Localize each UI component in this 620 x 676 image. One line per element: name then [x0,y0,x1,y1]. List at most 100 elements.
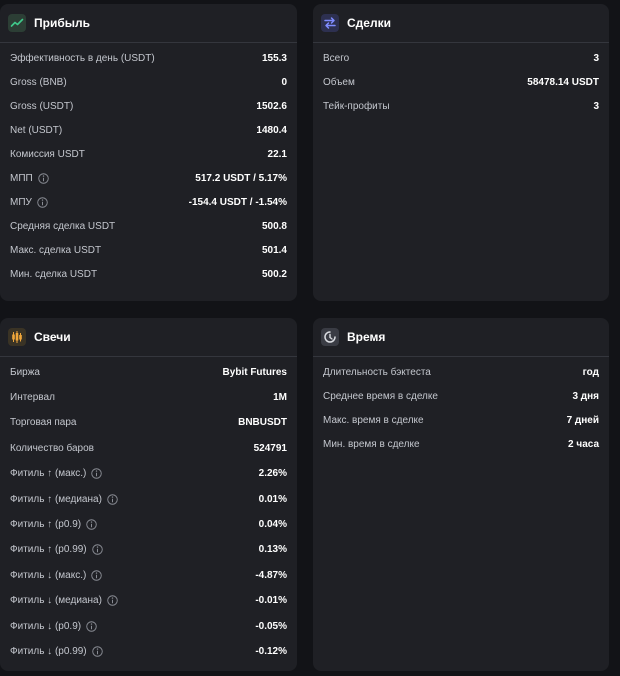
candles-stat-row: Биржа Bybit Futures [10,364,287,380]
stat-label: Фитиль ↑ (медиана) [10,494,118,505]
time-card-title: Время [347,330,386,344]
stat-label: Макс. сделка USDT [10,245,101,256]
candles-stat-row: Торговая пара BNBUSDT [10,415,287,431]
stat-label-text: Длительность бэктеста [323,366,431,378]
stat-label-text: Комиссия USDT [10,148,85,160]
stat-value: 2 часа [568,438,599,450]
deals-card-title: Сделки [347,16,391,30]
stat-label-text: Gross (BNB) [10,76,67,88]
profit-card-header: Прибыль [0,4,297,43]
stat-value: -4.87% [255,569,287,581]
stat-label-text: Тейк-профиты [323,100,390,112]
stat-label: Мин. время в сделке [323,439,420,450]
info-icon[interactable] [37,172,49,184]
stat-label: Среднее время в сделке [323,391,438,402]
profit-stat-row: Макс. сделка USDT 501.4 [10,242,287,258]
profit-stat-row: Gross (USDT) 1502.6 [10,98,287,114]
stat-label-text: Всего [323,52,350,64]
stat-label: Тейк-профиты [323,101,390,112]
profit-card: Прибыль Эффективность в день (USDT) 155.3… [0,4,297,301]
stat-label-text: Фитиль ↓ (p0.9) [10,620,82,632]
stat-value: -0.05% [255,620,287,632]
stat-label: Комиссия USDT [10,149,85,160]
stat-label: Всего [323,53,349,64]
stat-label: Биржа [10,367,40,378]
stat-label-text: Фитиль ↓ (медиана) [10,595,102,607]
swap-arrows-icon [321,14,339,32]
profit-stat-row: Эффективность в день (USDT) 155.3 [10,50,287,66]
candles-card-header: Свечи [0,318,297,357]
stat-value: BNBUSDT [238,417,287,429]
info-icon[interactable] [91,646,103,657]
time-card-header: Время [313,318,609,357]
stat-label-text: Торговая пара [10,417,77,429]
stat-label: Фитиль ↓ (медиана) [10,595,118,606]
stat-label-text: Фитиль ↑ (p0.99) [10,544,87,556]
time-card: Время Длительность бэктеста год Среднее вр… [313,318,609,671]
deals-stat-row: Тейк-профиты 3 [323,98,599,114]
stat-label: Net (USDT) [10,125,62,136]
stat-label: Интервал [10,392,55,403]
candles-stat-row: Количество баров 524791 [10,440,287,456]
stat-value: 500.8 [261,220,287,232]
stat-value: Bybit Futures [222,366,287,378]
stat-label-text: Фитиль ↑ (макс.) [10,468,87,480]
deals-stat-row: Объем 58478.14 USDT [323,74,599,90]
profit-stat-row: Net (USDT) 1480.4 [10,122,287,138]
deals-card: Сделки Всего 3 Объем 58478.14 USDT Тейк-проф… [313,4,609,301]
candles-stat-row: Интервал 1M [10,389,287,405]
stat-label: Объем [323,77,355,88]
stat-label-text: Фитиль ↓ (p0.99) [10,645,87,657]
stat-label-text: Количество баров [10,442,94,454]
info-icon[interactable] [86,620,97,632]
stat-value: 501.4 [261,244,287,256]
stat-value: 155.3 [261,52,287,64]
stat-value: -154.4 USDT / -1.54% [188,196,287,208]
profit-stat-row: Gross (BNB) 0 [10,74,287,90]
stat-value: год [582,366,599,378]
stat-label: Количество баров [10,443,94,454]
stat-value: 7 дней [566,414,599,426]
info-icon[interactable] [86,519,97,530]
stat-label: Фитиль ↑ (p0.9) [10,519,97,530]
info-icon[interactable] [91,544,103,556]
stat-label: Средняя сделка USDT [10,221,115,232]
candles-stat-row: Фитиль ↓ (p0.99) -0.12% [10,643,287,659]
stat-label-text: Эффективность в день (USDT) [10,52,155,64]
stat-label: Фитиль ↓ (макс.) [10,569,103,581]
stat-value: 2.26% [258,468,287,480]
deals-card-header: Сделки [313,4,609,43]
stat-value: 517.2 USDT / 5.17% [195,172,287,184]
profit-stat-row: Средняя сделка USDT 500.8 [10,218,287,234]
stat-value: -0.01% [255,595,287,607]
stat-value: 0.01% [258,493,287,505]
info-icon[interactable] [91,468,103,479]
info-icon[interactable] [107,493,118,505]
stat-label-text: МПП [10,172,33,184]
candles-stat-row: Фитиль ↑ (макс.) 2.26% [10,466,287,482]
stat-label: Фитиль ↓ (p0.99) [10,646,103,657]
stat-value: 0.04% [258,518,287,530]
deals-stat-row: Всего 3 [323,50,599,66]
stat-label-text: МПУ [10,196,32,208]
stat-label-text: Среднее время в сделке [323,390,438,402]
info-icon[interactable] [91,569,103,581]
stat-label: Фитиль ↓ (p0.9) [10,621,97,632]
candles-stat-row: Фитиль ↑ (p0.9) 0.04% [10,516,287,532]
stat-label-text: Фитиль ↓ (макс.) [10,569,87,581]
stat-label-text: Net (USDT) [10,124,63,136]
stat-value: 0 [281,76,287,88]
candlestick-icon [8,328,26,346]
candles-stat-row: Фитиль ↑ (медиана) 0.01% [10,491,287,507]
info-icon[interactable] [37,196,48,208]
stat-label-text: Интервал [10,391,55,403]
candles-card: Свечи Биржа Bybit Futures Интервал 1M Торгов… [0,318,297,671]
candles-stat-row: Фитиль ↓ (p0.9) -0.05% [10,618,287,634]
stat-value: 3 [593,52,599,64]
stat-label-text: Объем [323,76,355,88]
clock-icon [321,328,339,346]
time-stat-row: Макс. время в сделке 7 дней [323,412,599,428]
stat-label-text: Средняя сделка USDT [10,220,116,232]
stat-label: Фитиль ↑ (макс.) [10,468,103,480]
info-icon[interactable] [107,595,118,606]
